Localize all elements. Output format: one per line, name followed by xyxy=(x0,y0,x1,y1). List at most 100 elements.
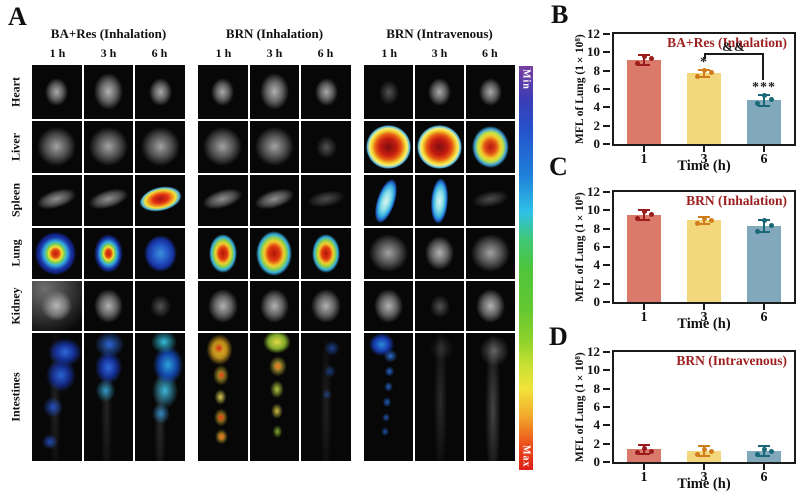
error-bar-cap xyxy=(638,218,650,221)
organ-blob xyxy=(366,124,411,170)
organ-blob xyxy=(479,77,502,107)
error-bar-cap xyxy=(698,76,710,79)
panel-a-label: A xyxy=(8,2,27,31)
row-label-lung: Lung xyxy=(8,239,23,267)
organ-blob xyxy=(255,126,294,167)
x-axis-label: Time (h) xyxy=(677,476,731,492)
error-bar-cap xyxy=(758,445,770,448)
x-tick-label: 1 xyxy=(640,152,648,167)
data-point xyxy=(768,449,774,455)
organ-blob xyxy=(207,288,238,323)
organ-image-spleen-group2-3h xyxy=(249,175,300,226)
organ-blob xyxy=(429,295,451,318)
organ-image-heart-group2-6h xyxy=(301,65,351,119)
organ-blob xyxy=(94,233,123,274)
organ-image-intestines-group1-6h xyxy=(135,333,185,461)
y-tick-label: 6 xyxy=(593,239,601,254)
chart-title: BRN (Inhalation) xyxy=(686,193,787,208)
organ-image-liver-group1-6h xyxy=(135,121,185,173)
data-point xyxy=(754,228,760,234)
organ-blob xyxy=(417,124,462,170)
y-tick-mark xyxy=(603,301,610,303)
organ-blob xyxy=(34,185,79,214)
y-tick-label: 8 xyxy=(593,220,601,236)
organ-image-lung-group3-6h xyxy=(466,228,515,279)
error-bar-cap xyxy=(638,452,650,455)
organ-blob xyxy=(415,333,464,461)
organ-image-grid-group-3 xyxy=(364,65,515,461)
organ-blob xyxy=(316,135,338,160)
organ-image-kidney-group2-6h xyxy=(301,281,351,331)
y-tick-label: 4 xyxy=(593,257,601,273)
organ-blob xyxy=(143,234,177,273)
bar-chart-brn-inhalation: MFL of Lung (1×10⁸) BRN (Inhalation) Tim… xyxy=(546,170,800,336)
organ-image-lung-group3-3h xyxy=(415,228,464,279)
organ-blob xyxy=(203,126,243,167)
row-label-heart: Heart xyxy=(8,77,23,107)
y-tick-mark xyxy=(603,51,610,54)
organ-image-heart-group2-1h xyxy=(198,65,248,119)
organ-blob xyxy=(136,183,184,216)
x-tick-mark xyxy=(643,464,645,470)
row-label-liver: Liver xyxy=(8,133,23,161)
data-point xyxy=(701,447,707,453)
time-labels-group-2: 1 h 3 h 6 h xyxy=(198,46,351,61)
organ-blob xyxy=(32,333,82,461)
y-tick-mark xyxy=(603,387,610,390)
bar-chart-brn-intravenous: MFL of Lung (1×10⁸) BRN (Intravenous) Ti… xyxy=(546,330,800,496)
y-tick-label: 0 xyxy=(593,294,601,309)
panel-c-label: C xyxy=(549,152,568,181)
organ-blob xyxy=(148,77,172,107)
organ-blob xyxy=(428,77,451,107)
error-bar xyxy=(763,94,765,106)
organ-image-spleen-group2-1h xyxy=(198,175,248,226)
y-tick-label: 8 xyxy=(593,62,601,78)
error-bar-cap xyxy=(698,223,710,226)
organ-image-heart-group2-3h xyxy=(249,65,300,119)
y-tick-label: 12 xyxy=(587,344,600,359)
organ-blob xyxy=(255,230,293,277)
bracket-label: && xyxy=(722,39,746,54)
organ-blob xyxy=(252,185,297,214)
x-tick-label: 1 xyxy=(640,310,648,325)
data-point xyxy=(708,217,714,223)
significance-stars: * xyxy=(700,54,708,70)
bar-3h xyxy=(687,220,721,302)
y-tick-label: 2 xyxy=(593,117,601,133)
data-point xyxy=(694,73,700,79)
organ-blob xyxy=(86,185,131,214)
x-tick-mark xyxy=(643,146,645,152)
organ-image-grid-group-2 xyxy=(198,65,351,461)
organ-image-spleen-group1-1h xyxy=(32,175,82,226)
error-bar-cap xyxy=(758,230,770,233)
x-tick-label: 6 xyxy=(760,310,768,325)
y-tick-mark xyxy=(603,406,610,408)
data-point xyxy=(761,447,767,453)
organ-blob xyxy=(312,233,341,274)
organ-image-intestines-group2-1h xyxy=(198,333,248,461)
x-tick-mark xyxy=(763,464,765,470)
data-point xyxy=(641,446,647,452)
organ-blob xyxy=(364,333,413,461)
y-tick-mark xyxy=(603,209,610,212)
organ-image-intestines-group3-3h xyxy=(415,333,464,461)
bar-6h xyxy=(747,225,781,302)
organ-blob xyxy=(93,73,124,110)
data-point xyxy=(694,220,700,226)
organ-blob xyxy=(370,175,402,226)
row-label-spleen: Spleen xyxy=(8,182,23,218)
time-label: 1 h xyxy=(381,46,397,60)
time-labels-group-1: 1 h 3 h 6 h xyxy=(32,46,185,61)
y-tick-label: 10 xyxy=(587,44,600,60)
y-tick-label: 10 xyxy=(587,362,600,378)
y-tick-mark xyxy=(603,227,610,230)
y-tick-mark xyxy=(603,88,610,90)
data-point xyxy=(701,67,707,73)
x-tick-mark xyxy=(763,304,765,310)
organ-blob xyxy=(37,126,77,167)
y-tick-label: 6 xyxy=(593,81,601,96)
bar-6h xyxy=(747,100,781,144)
organ-blob xyxy=(45,77,69,107)
time-labels-group-3: 1 h 3 h 6 h xyxy=(364,46,515,61)
